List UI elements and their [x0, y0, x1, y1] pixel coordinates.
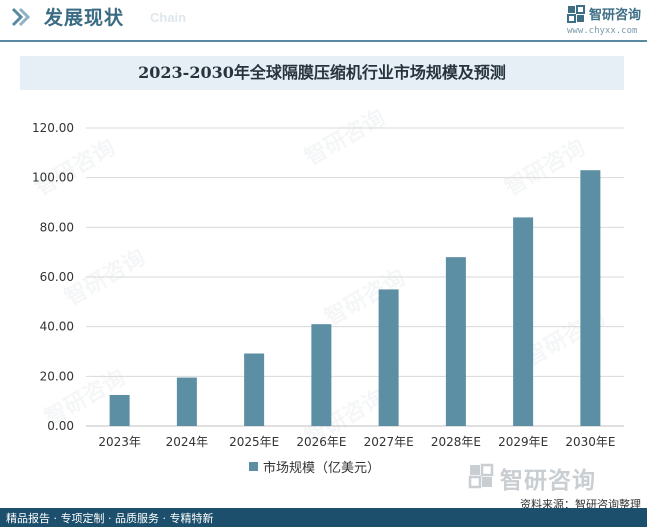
legend-swatch: [249, 461, 258, 471]
y-tick-label: 100.00: [32, 171, 74, 185]
bottom-logo-text: 智研咨询: [500, 468, 596, 494]
x-tick-label: 2028年E: [431, 435, 481, 449]
footer-text: 精品报告 · 专项定制 · 品质服务 · 专精特新: [6, 512, 214, 525]
y-tick-label: 120.00: [32, 121, 74, 135]
y-tick-label: 20.00: [40, 369, 74, 383]
data-source: 资料来源：智研咨询整理: [520, 498, 641, 511]
double-chevron-icon: [11, 7, 31, 27]
x-tick-label: 2026年E: [296, 435, 346, 449]
bar: [176, 377, 197, 426]
x-tick-label: 2027年E: [364, 435, 414, 449]
legend-label: 市场规模（亿美元）: [263, 460, 381, 476]
bar: [311, 324, 332, 426]
brand-logo-icon: [567, 5, 585, 23]
chart-legend: 市场规模（亿美元）: [249, 457, 381, 476]
brand-logo-text: 智研咨询: [589, 8, 642, 23]
y-tick-label: 80.00: [40, 220, 74, 234]
bottom-logo-icon: [468, 463, 494, 489]
bottom-logo: 智研咨询: [468, 463, 638, 494]
y-tick-label: 60.00: [40, 270, 74, 284]
x-tick-label: 2030年E: [565, 435, 615, 449]
brand-logo: 智研咨询 www.chyxx.com: [567, 4, 647, 40]
brand-url: www.chyxx.com: [567, 26, 638, 36]
bar: [445, 257, 466, 426]
section-header: 发展现状 Chain 智研咨询 www.chyxx.com: [0, 0, 647, 44]
bar: [580, 170, 601, 426]
bar: [378, 289, 399, 426]
y-tick-label: 0.00: [47, 419, 74, 433]
x-tick-label: 2025年E: [229, 435, 279, 449]
chart-title: 2023-2030年全球隔膜压缩机行业市场规模及预测: [138, 63, 506, 82]
y-tick-label: 40.00: [40, 320, 74, 334]
x-tick-label: 2023年: [98, 435, 141, 449]
bar: [244, 353, 265, 426]
x-tick-label: 2024年: [166, 435, 209, 449]
bar: [513, 217, 534, 426]
bar: [109, 394, 130, 426]
chart-title-box: 2023-2030年全球隔膜压缩机行业市场规模及预测: [20, 56, 624, 90]
header-divider: [0, 40, 647, 42]
section-subtitle: Chain: [150, 10, 187, 25]
section-title: 发展现状: [44, 7, 125, 29]
x-tick-label: 2029年E: [498, 435, 548, 449]
footer-bar: 精品报告 · 专项定制 · 品质服务 · 专精特新: [0, 508, 647, 527]
